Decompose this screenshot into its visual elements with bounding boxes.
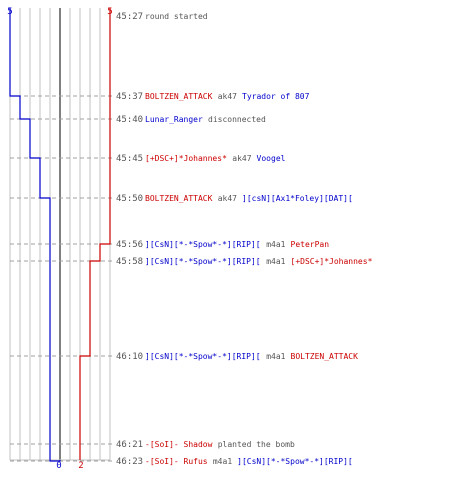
event-time: 45:40	[116, 115, 143, 125]
event-text: PeterPan	[291, 240, 330, 249]
event-time: 46:21	[116, 440, 143, 450]
event-text: Tyrador of 807	[242, 92, 310, 101]
event-text: m4a1	[261, 240, 290, 249]
event-text: ][CsN][*-*Spow*-*][RIP][	[237, 457, 353, 466]
blue-start-count: 5	[7, 7, 12, 17]
event-text: planted the bomb	[213, 440, 295, 449]
event-text: ][csN][Ax1*Foley][DAT][	[242, 194, 353, 203]
event-time: 45:50	[116, 194, 143, 204]
event-text: BOLTZEN_ATTACK	[145, 92, 213, 101]
event-time: 45:56	[116, 240, 143, 250]
event-text: m4a1	[261, 257, 290, 266]
red-team-line	[79, 8, 111, 460]
blue-end-count: 0	[56, 461, 61, 471]
blue-team-line	[9, 8, 61, 462]
event-text: m4a1	[208, 457, 237, 466]
event-time: 45:58	[116, 257, 143, 267]
event-text: BOLTZEN_ATTACK	[145, 194, 213, 203]
event-text: m4a1	[261, 352, 290, 361]
event-text: ak47	[213, 92, 242, 101]
event-text: disconnected	[203, 115, 266, 124]
event-text: Voogel	[257, 154, 286, 163]
red-end-count: 2	[78, 461, 83, 471]
event-text: ak47	[227, 154, 256, 163]
event-time: 45:27	[116, 12, 143, 22]
event-text: Lunar_Ranger	[145, 115, 203, 124]
event-time: 46:10	[116, 352, 143, 362]
event-text: ][CsN][*-*Spow*-*][RIP][	[145, 352, 261, 361]
event-text: [+DSC+]*Johannes*	[145, 154, 227, 163]
event-text: BOLTZEN_ATTACK	[291, 352, 359, 361]
event-text: ][CsN][*-*Spow*-*][RIP][	[145, 257, 261, 266]
event-time: 46:23	[116, 457, 143, 467]
event-text: round started	[145, 12, 208, 21]
event-text: -[SoI]- Shadow	[145, 440, 213, 449]
event-text: -[SoI]- Rufus	[145, 457, 208, 466]
event-time: 45:45	[116, 154, 143, 164]
event-text: ][CsN][*-*Spow*-*][RIP][	[145, 240, 261, 249]
event-text: [+DSC+]*Johannes*	[291, 257, 373, 266]
event-text: ak47	[213, 194, 242, 203]
event-time: 45:37	[116, 92, 143, 102]
red-start-count: 5	[107, 7, 112, 17]
